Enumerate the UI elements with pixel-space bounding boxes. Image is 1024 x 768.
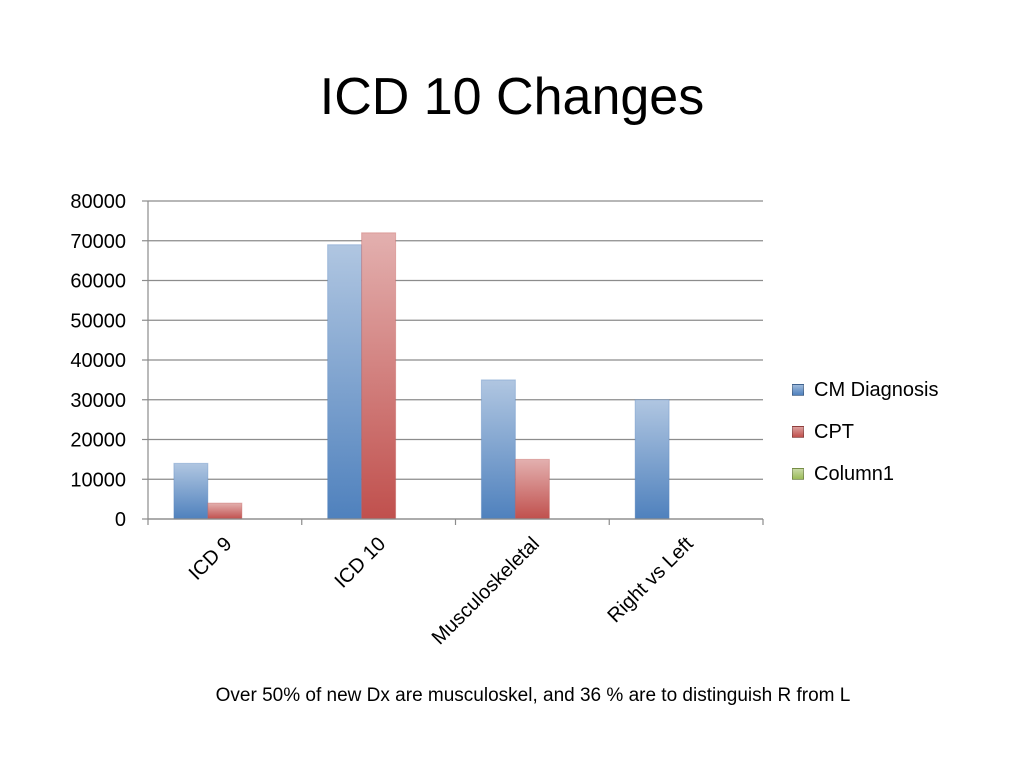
bar-cpt-icd-10 bbox=[361, 232, 397, 520]
y-tick-label: 30000 bbox=[70, 390, 126, 412]
y-tick-labels: 0 10000 20000 30000 40000 50000 60000 70000 8000… bbox=[70, 191, 126, 531]
x-tick-label: Right vs Left bbox=[603, 533, 697, 627]
slide-caption: Over 50% of new Dx are musculoskel, and … bbox=[215, 685, 851, 706]
bar-cm-diagnosis-right-vs-left bbox=[634, 399, 670, 520]
x-tick-label: ICD 10 bbox=[331, 533, 391, 593]
legend: CM Diagnosis CPT Column1 bbox=[792, 378, 938, 504]
x-tick-label: ICD 9 bbox=[185, 533, 237, 585]
legend-swatch bbox=[792, 468, 804, 480]
bar-cm-diagnosis-icd-9 bbox=[173, 462, 209, 520]
y-tick-label: 50000 bbox=[70, 310, 126, 332]
legend-item: CM Diagnosis bbox=[792, 378, 938, 402]
legend-swatch bbox=[792, 426, 804, 438]
y-tick-label: 10000 bbox=[70, 469, 126, 491]
bar-cm-diagnosis-icd-10 bbox=[327, 244, 363, 520]
y-tick-label: 20000 bbox=[70, 430, 126, 452]
bar-cm-diagnosis-musculoskeletal bbox=[480, 379, 516, 520]
legend-label: CPT bbox=[814, 421, 854, 443]
legend-label: Column1 bbox=[814, 463, 895, 485]
legend-item: Column1 bbox=[792, 462, 938, 486]
axes bbox=[147, 201, 764, 525]
legend-item: CPT bbox=[792, 420, 938, 444]
legend-swatch bbox=[792, 384, 804, 396]
y-tick-label: 0 bbox=[115, 509, 126, 531]
y-tick-label: 70000 bbox=[70, 231, 126, 253]
gridlines bbox=[142, 200, 763, 520]
bars bbox=[173, 232, 670, 520]
x-tick-label: Musculoskeletal bbox=[428, 533, 544, 649]
slide-title: ICD 10 Changes bbox=[319, 68, 705, 126]
legend-label: CM Diagnosis bbox=[814, 379, 939, 401]
y-tick-label: 40000 bbox=[70, 350, 126, 372]
bar-cpt-musculoskeletal bbox=[514, 458, 550, 520]
y-tick-label: 60000 bbox=[70, 271, 126, 293]
y-tick-label: 80000 bbox=[70, 191, 126, 213]
x-tick-labels: ICD 9 ICD 10 Musculoskeletal Right vs Left bbox=[185, 533, 698, 649]
bar-cpt-icd-9 bbox=[207, 502, 243, 520]
